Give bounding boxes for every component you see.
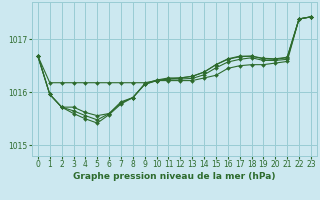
X-axis label: Graphe pression niveau de la mer (hPa): Graphe pression niveau de la mer (hPa) xyxy=(73,172,276,181)
